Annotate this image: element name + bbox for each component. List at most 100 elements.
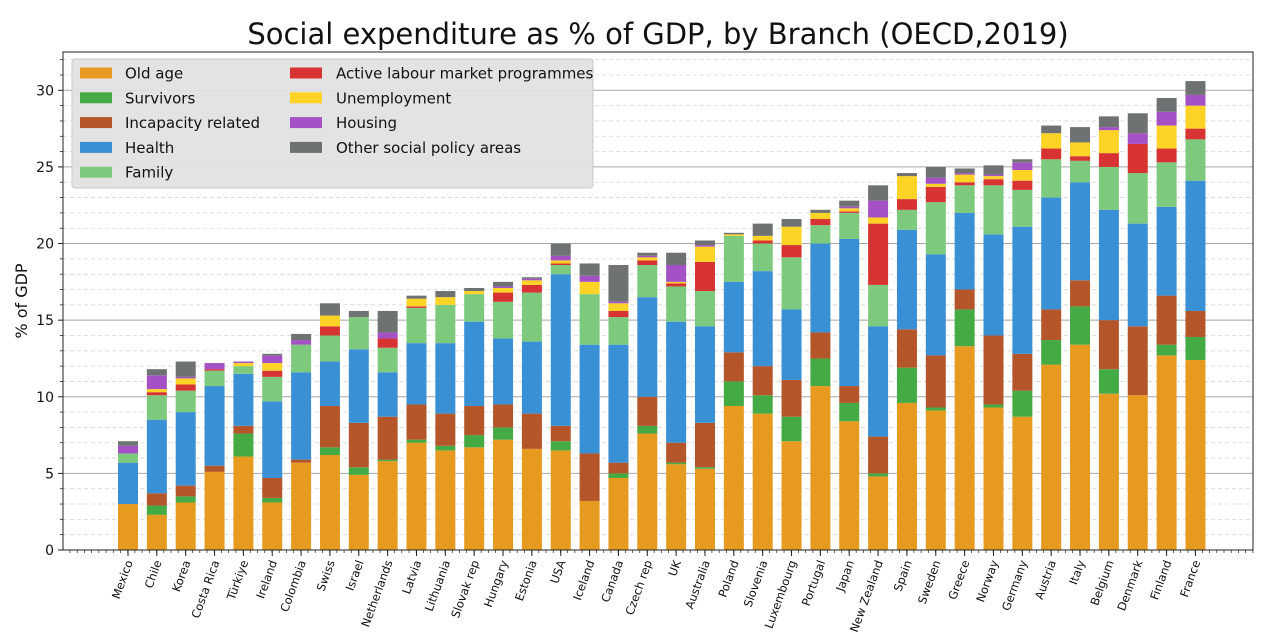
- bar-segment-4: [348, 349, 369, 423]
- bar-segment-7: [175, 378, 196, 385]
- bar-segment-3: [1041, 309, 1062, 341]
- bar-segment-1: [175, 502, 196, 550]
- x-tick-label: Spain: [891, 558, 915, 593]
- bar-segment-3: [896, 329, 917, 368]
- bar-segment-3: [723, 352, 744, 382]
- legend-label: Active labour market programmes: [336, 65, 594, 83]
- bar-segment-5: [1070, 160, 1091, 183]
- legend-label: Unemployment: [336, 89, 451, 107]
- legend-label: Survivors: [125, 89, 195, 107]
- bar-segment-7: [550, 260, 571, 264]
- bar-segment-5: [983, 185, 1004, 235]
- x-tick-label: Sweden: [915, 558, 944, 606]
- bar-segment-5: [810, 225, 831, 244]
- bar-segment-7: [1185, 105, 1206, 129]
- bar-segment-5: [493, 301, 514, 339]
- bar-segment-7: [954, 174, 975, 183]
- bar-segment-8: [204, 363, 225, 370]
- x-tick-label: Germany: [999, 558, 1030, 613]
- legend-swatch: [290, 67, 322, 79]
- bar-segment-7: [579, 281, 600, 295]
- bar-segment-9: [896, 173, 917, 177]
- bar-segment-7: [695, 246, 715, 262]
- bar-segment-8: [1098, 127, 1119, 131]
- bar-segment-3: [925, 355, 946, 408]
- bar-segment-6: [1070, 156, 1091, 161]
- bar-segment-5: [723, 235, 744, 282]
- bar-segment-1: [637, 433, 658, 550]
- bar-segment-2: [925, 407, 946, 411]
- bar-segment-9: [839, 200, 860, 207]
- bar-segment-9: [1185, 81, 1206, 95]
- x-tick-label: Denmark: [1114, 558, 1145, 613]
- bar-segment-4: [810, 243, 831, 333]
- bar-segment-5: [868, 284, 889, 327]
- bar-segment-5: [406, 307, 427, 344]
- x-tick-label: Lithuania: [422, 558, 453, 613]
- bar-segment-3: [1012, 353, 1033, 391]
- x-tick-label: Chile: [142, 558, 165, 590]
- bar-segment-2: [752, 395, 773, 414]
- bar-segment-5: [521, 292, 542, 342]
- x-tick-label: Ireland: [253, 558, 280, 600]
- bar-segment-8: [262, 355, 283, 364]
- bar-segment-1: [925, 410, 946, 550]
- bar-segment-8: [608, 301, 629, 304]
- bar-segment-7: [146, 389, 167, 393]
- bar-segment-2: [319, 447, 340, 455]
- bar-segment-5: [839, 212, 860, 239]
- bar-segment-9: [291, 333, 312, 341]
- bar-segment-3: [175, 485, 196, 497]
- legend-swatch: [290, 92, 322, 104]
- bar-segment-5: [1012, 189, 1033, 227]
- bar-segment-9: [579, 263, 600, 276]
- bar-segment-6: [262, 370, 283, 377]
- bar-segment-1: [954, 346, 975, 550]
- x-tick-label: Austria: [1032, 558, 1059, 601]
- bar-segment-2: [406, 439, 427, 443]
- bar-segment-3: [1127, 326, 1148, 396]
- bar-segment-1: [1041, 364, 1062, 550]
- bar-segment-3: [637, 396, 658, 426]
- bar-segment-4: [896, 229, 917, 330]
- bar-segment-7: [839, 208, 860, 212]
- bar-segment-1: [377, 461, 398, 550]
- bar-segment-9: [550, 243, 571, 256]
- bar-segment-4: [118, 462, 138, 505]
- bar-segment-9: [781, 219, 802, 227]
- bar-segment-6: [204, 369, 225, 371]
- bar-segment-6: [406, 306, 427, 308]
- bar-segment-4: [464, 321, 485, 406]
- bar-segment-1: [1156, 355, 1177, 550]
- bar-segment-3: [579, 453, 600, 501]
- bar-segment-6: [810, 219, 831, 226]
- x-tick-label: Slovenia: [741, 558, 771, 609]
- bar-segment-5: [233, 366, 254, 374]
- bar-segment-1: [810, 386, 831, 550]
- bar-segment-3: [781, 379, 802, 417]
- bar-segment-1: [608, 477, 629, 550]
- legend-swatch: [80, 92, 112, 104]
- bar-segment-4: [377, 372, 398, 417]
- bar-segment-7: [319, 315, 340, 327]
- x-tick-label: Iceland: [570, 558, 597, 602]
- bar-segment-5: [204, 370, 225, 387]
- bar-segment-7: [1098, 130, 1119, 154]
- bar-segment-1: [752, 413, 773, 550]
- bar-segment-2: [666, 462, 687, 465]
- bar-segment-2: [233, 433, 254, 457]
- bar-segment-3: [377, 416, 398, 460]
- bar-segment-3: [839, 386, 860, 403]
- x-tick-label: Canada: [598, 558, 626, 604]
- bar-segment-6: [175, 384, 196, 391]
- legend-swatch: [290, 141, 322, 153]
- bar-segment-4: [435, 343, 456, 414]
- legend-swatch: [80, 67, 112, 79]
- bar-segment-2: [1098, 369, 1119, 394]
- x-tick-label: Türkiye: [224, 558, 252, 602]
- bar-segment-7: [608, 303, 629, 311]
- bar-segment-3: [348, 422, 369, 468]
- bar-segment-2: [550, 441, 571, 451]
- bar-segment-1: [896, 402, 917, 550]
- legend-box: [71, 58, 594, 189]
